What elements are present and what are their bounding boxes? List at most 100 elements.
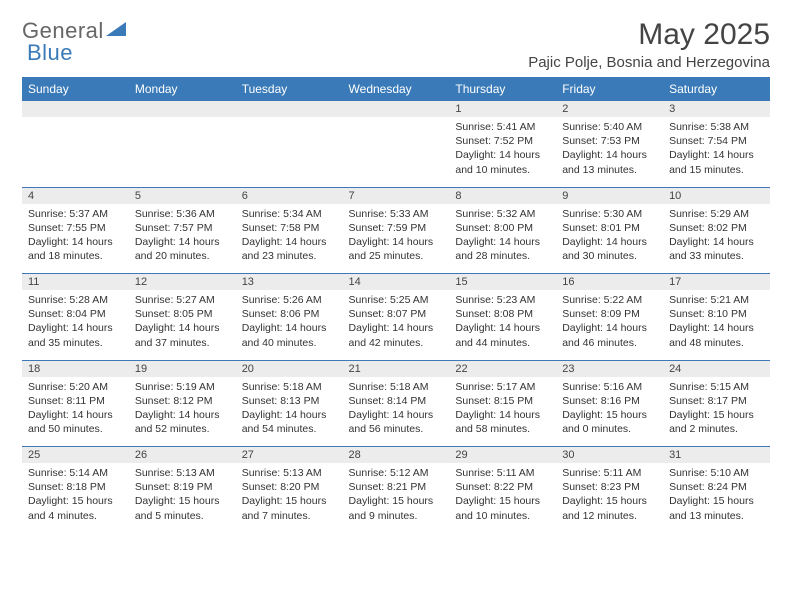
location: Pajic Polje, Bosnia and Herzegovina bbox=[528, 54, 770, 71]
sunset-line: Sunset: 8:23 PM bbox=[562, 480, 657, 494]
sunset-line: Sunset: 8:12 PM bbox=[135, 394, 230, 408]
sunset-line: Sunset: 7:53 PM bbox=[562, 134, 657, 148]
daylight-line-1: Daylight: 15 hours bbox=[455, 494, 550, 508]
daylight-line-1: Daylight: 14 hours bbox=[349, 235, 444, 249]
day-content-cell bbox=[22, 117, 129, 187]
daylight-line-1: Daylight: 15 hours bbox=[562, 494, 657, 508]
day-content-cell: Sunrise: 5:38 AMSunset: 7:54 PMDaylight:… bbox=[663, 117, 770, 187]
sunrise-line: Sunrise: 5:20 AM bbox=[28, 380, 123, 394]
daylight-line-1: Daylight: 14 hours bbox=[562, 148, 657, 162]
daylight-line-2: and 2 minutes. bbox=[669, 422, 764, 436]
day-number-cell: 24 bbox=[663, 360, 770, 377]
day-number-cell: 7 bbox=[343, 187, 450, 204]
calendar-body: 123Sunrise: 5:41 AMSunset: 7:52 PMDaylig… bbox=[22, 101, 770, 533]
day-number-cell bbox=[129, 101, 236, 117]
sunset-line: Sunset: 7:54 PM bbox=[669, 134, 764, 148]
day-content-cell: Sunrise: 5:15 AMSunset: 8:17 PMDaylight:… bbox=[663, 377, 770, 447]
sunrise-line: Sunrise: 5:13 AM bbox=[242, 466, 337, 480]
daylight-line-1: Daylight: 15 hours bbox=[242, 494, 337, 508]
daylight-line-2: and 56 minutes. bbox=[349, 422, 444, 436]
day-header: Sunday bbox=[22, 77, 129, 101]
day-content-cell: Sunrise: 5:20 AMSunset: 8:11 PMDaylight:… bbox=[22, 377, 129, 447]
daylight-line-1: Daylight: 14 hours bbox=[349, 408, 444, 422]
daylight-line-1: Daylight: 14 hours bbox=[349, 321, 444, 335]
day-content-cell: Sunrise: 5:11 AMSunset: 8:22 PMDaylight:… bbox=[449, 463, 556, 533]
sunrise-line: Sunrise: 5:23 AM bbox=[455, 293, 550, 307]
daylight-line-2: and 23 minutes. bbox=[242, 249, 337, 263]
day-content-cell: Sunrise: 5:25 AMSunset: 8:07 PMDaylight:… bbox=[343, 290, 450, 360]
sunset-line: Sunset: 8:06 PM bbox=[242, 307, 337, 321]
day-number-cell: 8 bbox=[449, 187, 556, 204]
day-number-cell: 5 bbox=[129, 187, 236, 204]
day-number-row: 123 bbox=[22, 101, 770, 117]
sunset-line: Sunset: 8:14 PM bbox=[349, 394, 444, 408]
day-content-cell: Sunrise: 5:32 AMSunset: 8:00 PMDaylight:… bbox=[449, 204, 556, 274]
sunrise-line: Sunrise: 5:17 AM bbox=[455, 380, 550, 394]
calendar-head: SundayMondayTuesdayWednesdayThursdayFrid… bbox=[22, 77, 770, 101]
sunset-line: Sunset: 8:16 PM bbox=[562, 394, 657, 408]
day-number-row: 25262728293031 bbox=[22, 447, 770, 464]
daylight-line-1: Daylight: 15 hours bbox=[669, 408, 764, 422]
daylight-line-1: Daylight: 14 hours bbox=[669, 321, 764, 335]
day-number-cell: 17 bbox=[663, 274, 770, 291]
day-header: Tuesday bbox=[236, 77, 343, 101]
day-number-cell: 11 bbox=[22, 274, 129, 291]
daylight-line-2: and 10 minutes. bbox=[455, 163, 550, 177]
day-content-cell: Sunrise: 5:36 AMSunset: 7:57 PMDaylight:… bbox=[129, 204, 236, 274]
daylight-line-1: Daylight: 15 hours bbox=[28, 494, 123, 508]
sunset-line: Sunset: 8:24 PM bbox=[669, 480, 764, 494]
sunrise-line: Sunrise: 5:26 AM bbox=[242, 293, 337, 307]
day-content-cell: Sunrise: 5:29 AMSunset: 8:02 PMDaylight:… bbox=[663, 204, 770, 274]
day-number-cell: 9 bbox=[556, 187, 663, 204]
sunset-line: Sunset: 7:55 PM bbox=[28, 221, 123, 235]
sunset-line: Sunset: 8:04 PM bbox=[28, 307, 123, 321]
daylight-line-2: and 37 minutes. bbox=[135, 336, 230, 350]
day-number-cell: 28 bbox=[343, 447, 450, 464]
sunrise-line: Sunrise: 5:40 AM bbox=[562, 120, 657, 134]
day-content-cell: Sunrise: 5:18 AMSunset: 8:14 PMDaylight:… bbox=[343, 377, 450, 447]
sunset-line: Sunset: 8:19 PM bbox=[135, 480, 230, 494]
sunset-line: Sunset: 7:57 PM bbox=[135, 221, 230, 235]
brand-triangle-icon bbox=[106, 20, 126, 43]
daylight-line-2: and 35 minutes. bbox=[28, 336, 123, 350]
sunrise-line: Sunrise: 5:13 AM bbox=[135, 466, 230, 480]
sunset-line: Sunset: 8:08 PM bbox=[455, 307, 550, 321]
daylight-line-1: Daylight: 14 hours bbox=[562, 235, 657, 249]
sunset-line: Sunset: 8:05 PM bbox=[135, 307, 230, 321]
sunrise-line: Sunrise: 5:37 AM bbox=[28, 207, 123, 221]
day-number-cell: 10 bbox=[663, 187, 770, 204]
sunset-line: Sunset: 8:09 PM bbox=[562, 307, 657, 321]
daylight-line-2: and 52 minutes. bbox=[135, 422, 230, 436]
day-number-cell: 16 bbox=[556, 274, 663, 291]
daylight-line-1: Daylight: 15 hours bbox=[349, 494, 444, 508]
day-number-cell: 15 bbox=[449, 274, 556, 291]
day-number-cell: 31 bbox=[663, 447, 770, 464]
day-number-cell: 14 bbox=[343, 274, 450, 291]
day-header: Monday bbox=[129, 77, 236, 101]
daylight-line-2: and 54 minutes. bbox=[242, 422, 337, 436]
day-content-row: Sunrise: 5:14 AMSunset: 8:18 PMDaylight:… bbox=[22, 463, 770, 533]
day-number-row: 18192021222324 bbox=[22, 360, 770, 377]
brand-part2: Blue bbox=[27, 40, 73, 65]
daylight-line-2: and 12 minutes. bbox=[562, 509, 657, 523]
day-content-cell: Sunrise: 5:22 AMSunset: 8:09 PMDaylight:… bbox=[556, 290, 663, 360]
daylight-line-1: Daylight: 14 hours bbox=[242, 408, 337, 422]
day-content-cell: Sunrise: 5:16 AMSunset: 8:16 PMDaylight:… bbox=[556, 377, 663, 447]
sunrise-line: Sunrise: 5:11 AM bbox=[562, 466, 657, 480]
day-number-cell: 30 bbox=[556, 447, 663, 464]
day-content-cell: Sunrise: 5:19 AMSunset: 8:12 PMDaylight:… bbox=[129, 377, 236, 447]
daylight-line-2: and 13 minutes. bbox=[562, 163, 657, 177]
sunrise-line: Sunrise: 5:19 AM bbox=[135, 380, 230, 394]
daylight-line-1: Daylight: 14 hours bbox=[455, 148, 550, 162]
daylight-line-2: and 20 minutes. bbox=[135, 249, 230, 263]
sunset-line: Sunset: 8:10 PM bbox=[669, 307, 764, 321]
day-header: Saturday bbox=[663, 77, 770, 101]
day-number-cell: 3 bbox=[663, 101, 770, 117]
sunrise-line: Sunrise: 5:14 AM bbox=[28, 466, 123, 480]
day-number-cell: 25 bbox=[22, 447, 129, 464]
sunrise-line: Sunrise: 5:18 AM bbox=[242, 380, 337, 394]
sunrise-line: Sunrise: 5:27 AM bbox=[135, 293, 230, 307]
day-content-cell: Sunrise: 5:21 AMSunset: 8:10 PMDaylight:… bbox=[663, 290, 770, 360]
day-content-cell: Sunrise: 5:17 AMSunset: 8:15 PMDaylight:… bbox=[449, 377, 556, 447]
day-header: Friday bbox=[556, 77, 663, 101]
